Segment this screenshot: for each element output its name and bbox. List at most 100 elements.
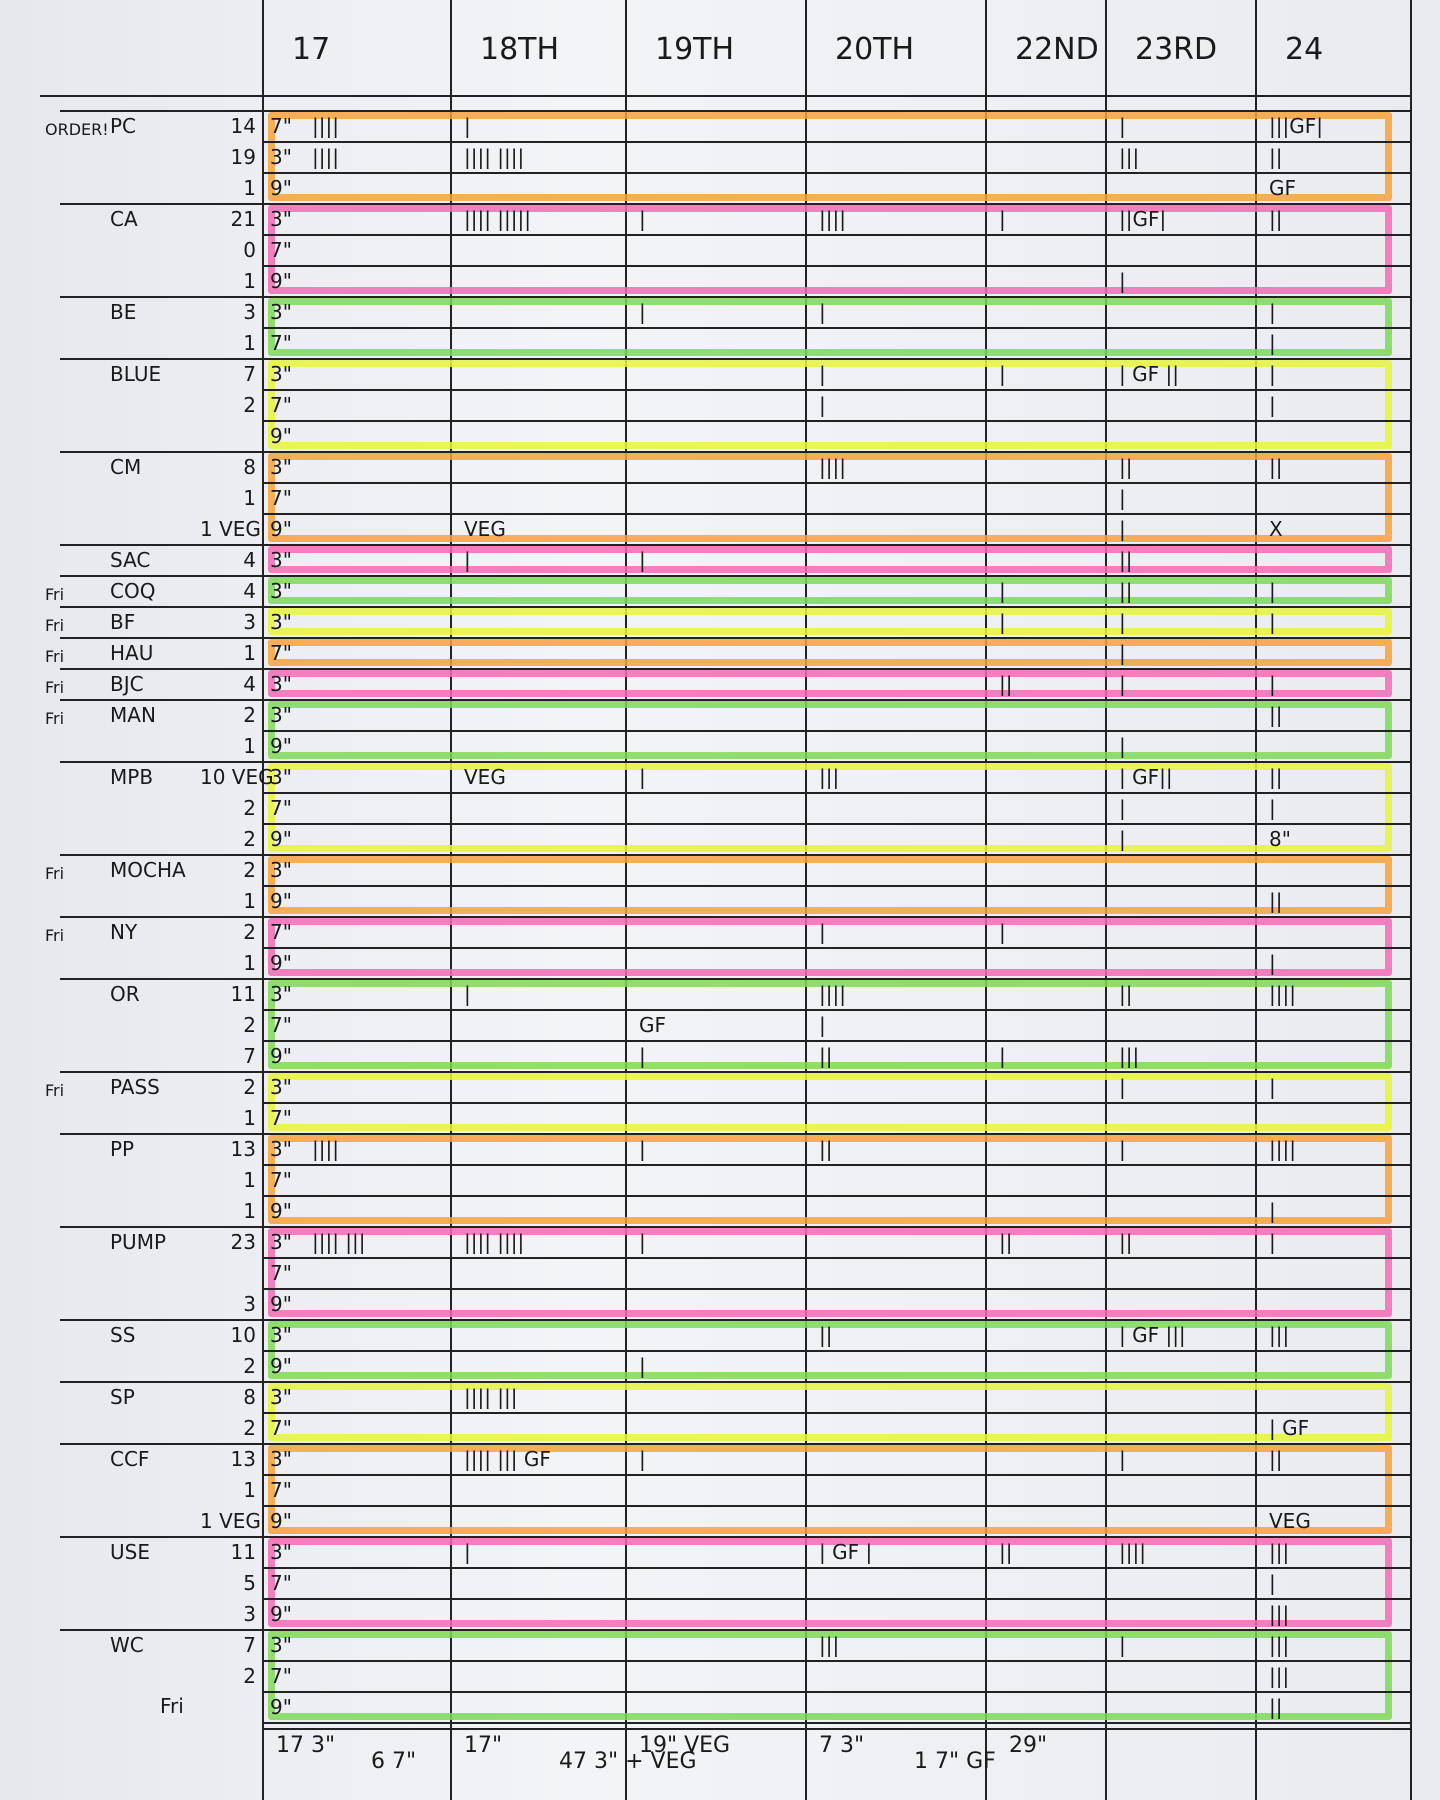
row-line [262,327,1410,329]
size: 7" [270,1261,292,1285]
header-line [40,95,1410,97]
count: 2 [243,1416,256,1440]
tally: | [1269,672,1276,696]
tally: |||| [1119,1540,1146,1564]
count: 1 [243,734,256,758]
count: 1 VEG [200,1509,261,1533]
product-name: PASS [110,1075,160,1099]
tally: |||| [1269,1137,1296,1161]
footer-total: 19" VEG [639,1733,731,1758]
product-name: MAN [110,703,156,727]
tally: || [1269,207,1283,231]
count: 10 [230,1323,256,1347]
column-header: 22ND [1015,32,1099,67]
tally: ||| [1119,1044,1140,1068]
tally: || [1269,455,1283,479]
tally: || [999,672,1013,696]
column-header: 17 [292,32,331,67]
row-line [262,482,1410,484]
product-name: MPB [110,765,154,789]
row-line [262,1660,1410,1662]
tally: |||| [819,207,846,231]
product-note: ORDER! [45,120,109,139]
footer-total: 47 3" + VEG [559,1749,697,1774]
count: 23 [230,1230,256,1254]
row-line [262,823,1410,825]
size: 7" [270,796,292,820]
count: 4 [243,548,256,572]
product-note: Fri [45,709,65,728]
count: 19 [230,145,256,169]
highlight-band [268,639,1392,666]
count: 10 VEG [200,765,274,789]
tally: || [1269,765,1283,789]
row-line [262,1691,1410,1693]
size: 9" [270,269,292,293]
highlight-band [268,1228,1392,1317]
count: 13 [230,1137,256,1161]
size: 9" [270,1354,292,1378]
product-note: Fri [45,926,65,945]
tally: | [639,300,646,324]
tally: ||| [1269,1602,1290,1626]
tally: | [1269,610,1276,634]
group-line [60,544,1410,546]
tally: || [819,1323,833,1347]
tally: ||| [1269,1664,1290,1688]
size: 3" [270,548,292,572]
tally: | [999,207,1006,231]
group-line [60,1629,1410,1631]
size: 7" [270,1106,292,1130]
highlight-band [268,608,1392,635]
tally: VEG [464,517,506,541]
size: 3" [270,455,292,479]
group-line [60,110,1410,112]
tally: | [639,765,646,789]
product-name: SAC [110,548,151,572]
size: 3" [270,672,292,696]
footer-total: 29" [1009,1733,1048,1758]
tally: || [999,1230,1013,1254]
product-name: USE [110,1540,150,1564]
product-note: Fri [45,616,65,635]
group-line [60,761,1410,763]
size: 3" [270,1230,292,1254]
product-name: BLUE [110,362,162,386]
count: 1 VEG [200,517,261,541]
tally: | [464,548,471,572]
tally: | [819,300,826,324]
count: 1 [243,889,256,913]
tally: |||| [312,1137,339,1161]
size: 7" [270,393,292,417]
tally: | GF | [819,1540,873,1564]
size: 9" [270,1509,292,1533]
size: 3" [270,145,292,169]
row-line [262,730,1410,732]
group-line [60,637,1410,639]
tally: || [1269,1447,1283,1471]
tally: |||| |||| [464,145,525,169]
row-line [262,1722,1410,1724]
group-line [60,1133,1410,1135]
size: 7" [270,331,292,355]
highlight-band [268,1538,1392,1627]
row-line [262,265,1410,267]
row-line [262,1567,1410,1569]
product-note: Fri [45,647,65,666]
tally: |||| ||| [312,1230,366,1254]
size: 9" [270,889,292,913]
count: 3 [243,1292,256,1316]
tally: | [819,920,826,944]
tally: | [1119,486,1126,510]
size: 3" [270,1540,292,1564]
count: 1 [243,1168,256,1192]
highlight-band [268,546,1392,573]
tally: |||| ||| [464,1385,518,1409]
tally: ||| [1269,1540,1290,1564]
size: 9" [270,827,292,851]
tally: |||| [312,114,339,138]
tally: | [999,920,1006,944]
size: 9" [270,176,292,200]
count: 2 [243,1664,256,1688]
group-line [60,1536,1410,1538]
